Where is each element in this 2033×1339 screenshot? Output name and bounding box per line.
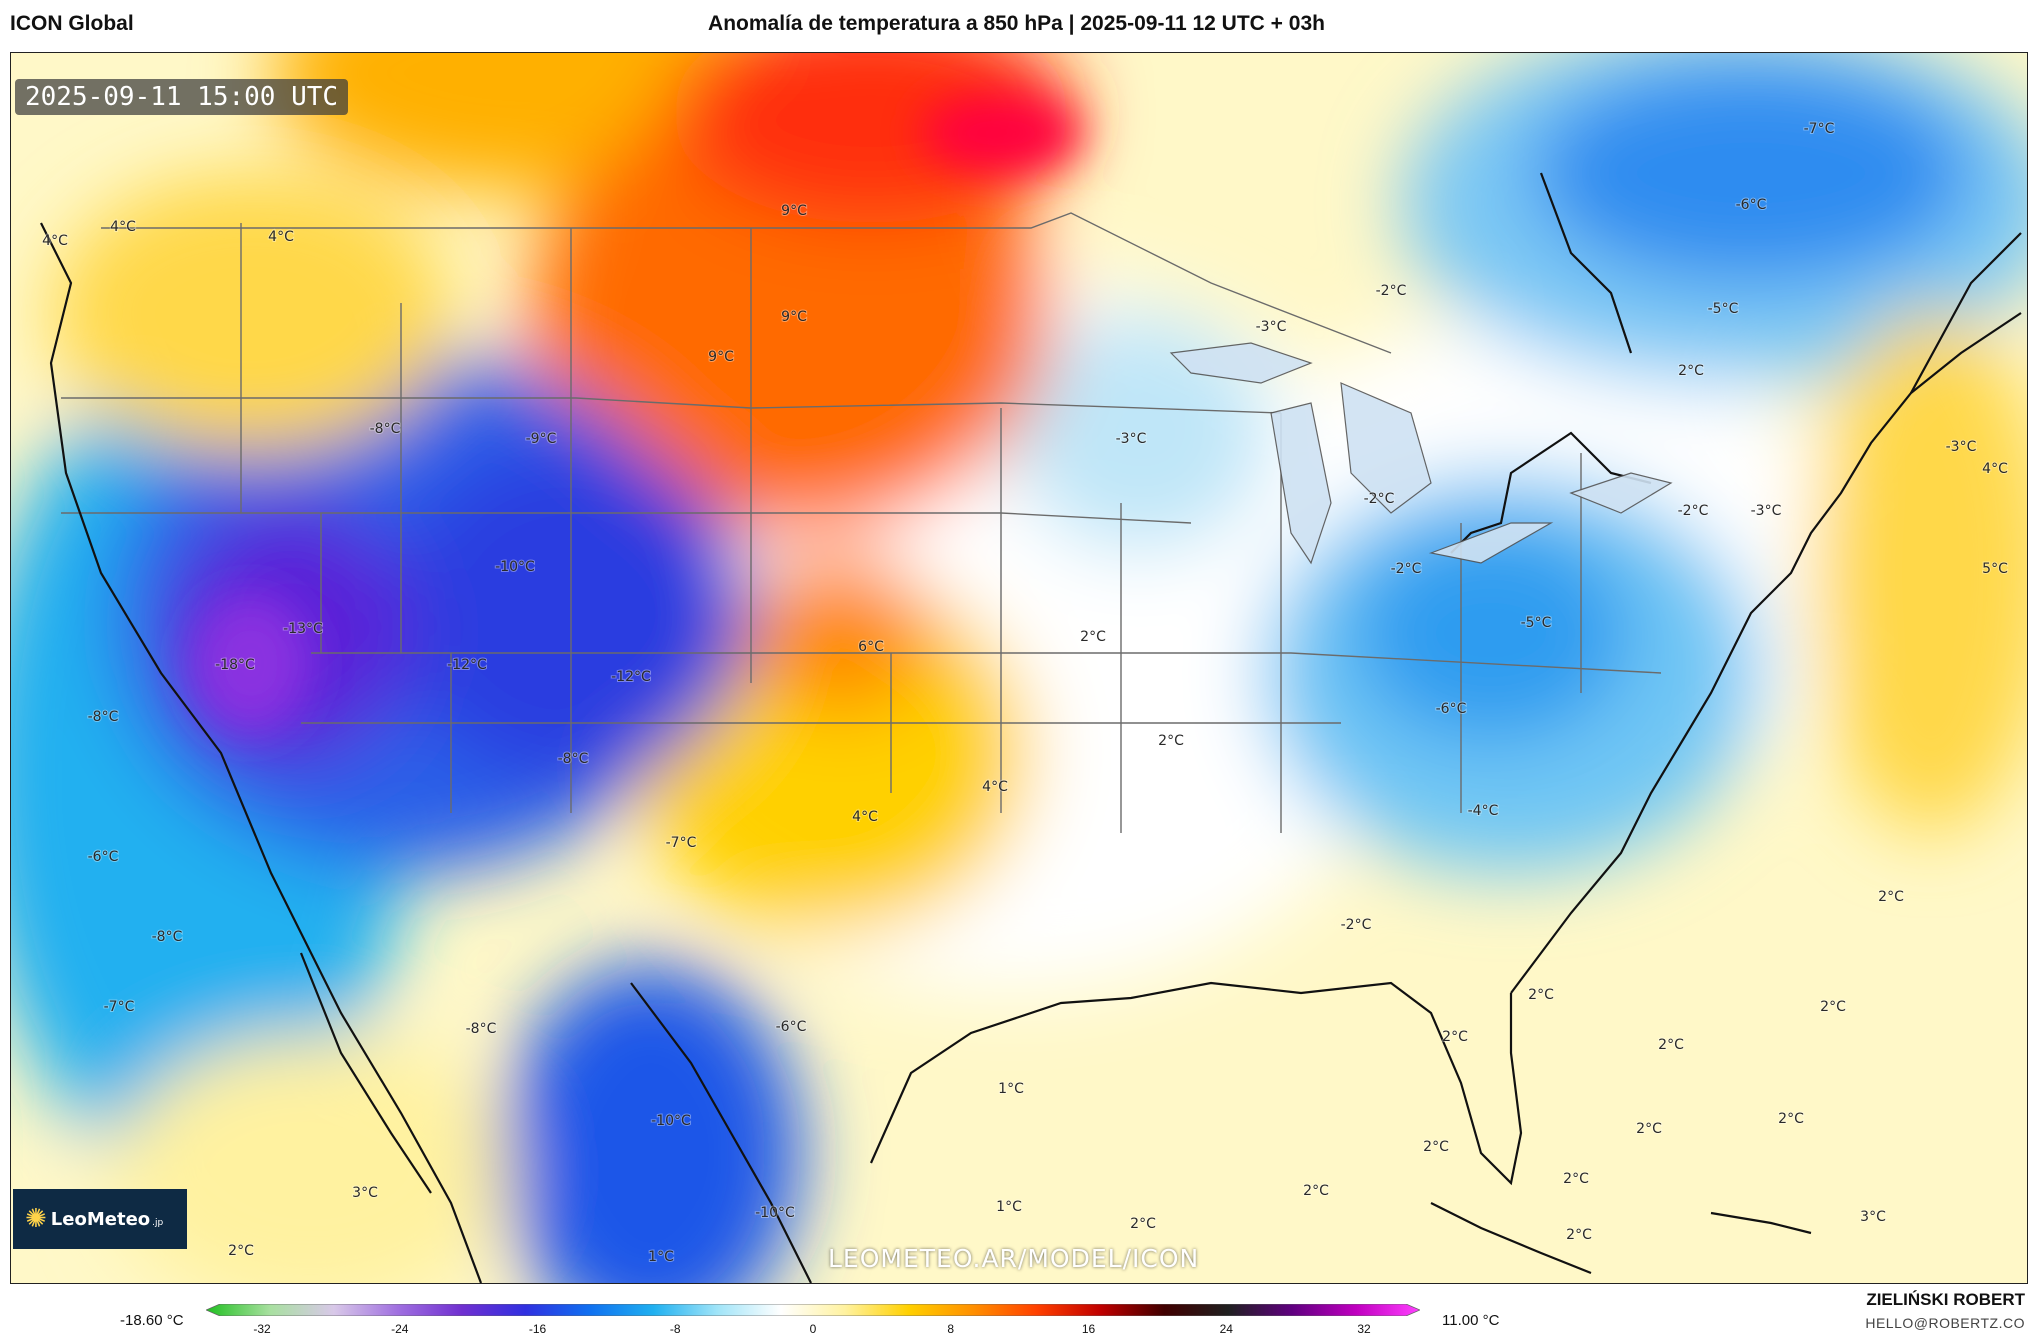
temperature-label: 4°C: [110, 219, 136, 235]
temperature-label: 4°C: [42, 233, 68, 249]
temperature-label: -12°C: [611, 669, 651, 685]
temperature-label: -8°C: [152, 929, 183, 945]
temperature-label: 2°C: [1778, 1111, 1804, 1127]
watermark-url: LEOMETEO.AR/MODEL/ICON: [828, 1244, 1200, 1273]
temperature-labels: 9°C 9°C 9°C 4°C 4°C 4°C -8°C -9°C -10°C -13°C -18°…: [41, 120, 2009, 1266]
temperature-label: 4°C: [268, 229, 294, 245]
colorbar-ticks: -32 -24 -16 -8 0 8 16 24 32: [206, 1322, 1420, 1338]
temperature-label: -5°C: [1708, 301, 1739, 317]
colorbar-gradient: [204, 1303, 1422, 1317]
temperature-label: -2°C: [1341, 917, 1372, 933]
colorbar-tick-label: 24: [1219, 1322, 1233, 1336]
author-email: HELLO@ROBERTZ.CO: [1865, 1315, 2025, 1331]
valid-time-stamp: 2025-09-11 15:00 UTC: [15, 79, 349, 115]
temperature-label: 2°C: [1878, 889, 1904, 905]
temperature-label: 3°C: [1860, 1209, 1886, 1225]
temperature-label: -18°C: [215, 657, 255, 673]
temperature-label: 1°C: [648, 1249, 674, 1265]
temperature-label: 2°C: [1528, 987, 1554, 1003]
temperature-label: 4°C: [1982, 461, 2008, 477]
state-borders: [61, 212, 1662, 833]
temperature-label: 1°C: [998, 1081, 1024, 1097]
temperature-label: 4°C: [852, 809, 878, 825]
colorbar-tick-label: 0: [809, 1322, 817, 1336]
map-title: Anomalía de temperatura a 850 hPa | 2025…: [708, 12, 1325, 35]
temperature-label: -6°C: [776, 1019, 807, 1035]
temperature-label: 2°C: [1678, 363, 1704, 379]
coastlines: [40, 172, 2022, 1283]
temperature-label: -3°C: [1116, 431, 1147, 447]
temperature-label: 2°C: [1820, 999, 1846, 1015]
colorbar: [204, 1303, 1422, 1317]
colorbar-tick-label: -16: [528, 1322, 547, 1336]
temperature-label: 2°C: [1563, 1171, 1589, 1187]
sun-icon: ✺: [25, 1204, 47, 1234]
author-name: ZIELIŃSKI ROBERT: [1866, 1290, 2025, 1309]
colorbar-tick-label: 32: [1357, 1322, 1371, 1336]
colorbar-tick-label: -8: [669, 1322, 681, 1336]
temperature-label: 2°C: [1566, 1227, 1592, 1243]
temperature-label: -13°C: [283, 621, 323, 637]
temperature-label: -7°C: [104, 999, 135, 1015]
temperature-label: -10°C: [495, 559, 535, 575]
temperature-label: 2°C: [1423, 1139, 1449, 1155]
colorbar-tick-label: 8: [947, 1322, 955, 1336]
temperature-label: 4°C: [982, 779, 1008, 795]
temperature-label: -12°C: [447, 657, 487, 673]
temperature-label: 6°C: [858, 639, 884, 655]
temperature-label: -6°C: [1436, 701, 1467, 717]
temperature-label: 2°C: [1442, 1029, 1468, 1045]
temperature-label: -10°C: [651, 1113, 691, 1129]
temperature-label: 5°C: [1982, 561, 2008, 577]
temperature-label: -2°C: [1376, 283, 1407, 299]
temperature-label: 3°C: [352, 1185, 378, 1201]
temperature-label: -7°C: [1804, 121, 1835, 137]
colorbar-max-label: 11.00 °C: [1442, 1312, 1500, 1329]
colorbar-tick-label: -24: [391, 1322, 409, 1336]
great-lakes: [1169, 342, 1673, 565]
temperature-label: -6°C: [88, 849, 119, 865]
temperature-label: -3°C: [1751, 503, 1782, 519]
model-name: ICON Global: [10, 12, 134, 35]
colorbar-tick-label: -32: [253, 1322, 271, 1336]
logo-text: LeoMeteo .jp: [50, 1208, 164, 1230]
temperature-label: -5°C: [1521, 615, 1552, 631]
temperature-label: 1°C: [996, 1199, 1022, 1215]
temperature-anomaly-map[interactable]: 9°C 9°C 9°C 4°C 4°C 4°C -8°C -9°C -10°C -13°C -18°…: [10, 52, 2028, 1284]
temperature-label: -8°C: [466, 1021, 497, 1037]
temperature-label: -10°C: [755, 1205, 795, 1221]
temperature-label: -7°C: [666, 835, 697, 851]
map-canvas: 9°C 9°C 9°C 4°C 4°C 4°C -8°C -9°C -10°C -13°C -18°…: [11, 53, 2027, 1283]
temperature-label: -3°C: [1946, 439, 1977, 455]
temperature-label: 2°C: [1303, 1183, 1329, 1199]
colorbar-min-label: -18.60 °C: [120, 1312, 184, 1329]
leometeo-logo: ✺ LeoMeteo .jp: [13, 1189, 187, 1249]
temperature-label: -9°C: [526, 431, 557, 447]
temperature-label: 2°C: [1130, 1216, 1156, 1232]
temperature-label: 9°C: [781, 203, 807, 219]
colorbar-tick-label: 16: [1081, 1322, 1096, 1336]
temperature-label: 2°C: [1636, 1121, 1662, 1137]
temperature-label: -3°C: [1256, 319, 1287, 335]
temperature-label: 9°C: [781, 309, 807, 325]
temperature-label: 2°C: [1158, 733, 1184, 749]
temperature-label: 9°C: [708, 349, 734, 365]
temperature-label: -4°C: [1468, 803, 1499, 819]
temperature-label: -2°C: [1364, 491, 1395, 507]
temperature-label: -8°C: [88, 709, 119, 725]
temperature-label: -6°C: [1736, 197, 1767, 213]
temperature-label: 2°C: [1658, 1037, 1684, 1053]
temperature-label: -8°C: [370, 421, 401, 437]
temperature-label: -2°C: [1678, 503, 1709, 519]
temperature-label: -8°C: [558, 751, 589, 767]
temperature-label: 2°C: [228, 1243, 254, 1259]
temperature-label: -2°C: [1391, 561, 1422, 577]
temperature-label: 2°C: [1080, 629, 1106, 645]
